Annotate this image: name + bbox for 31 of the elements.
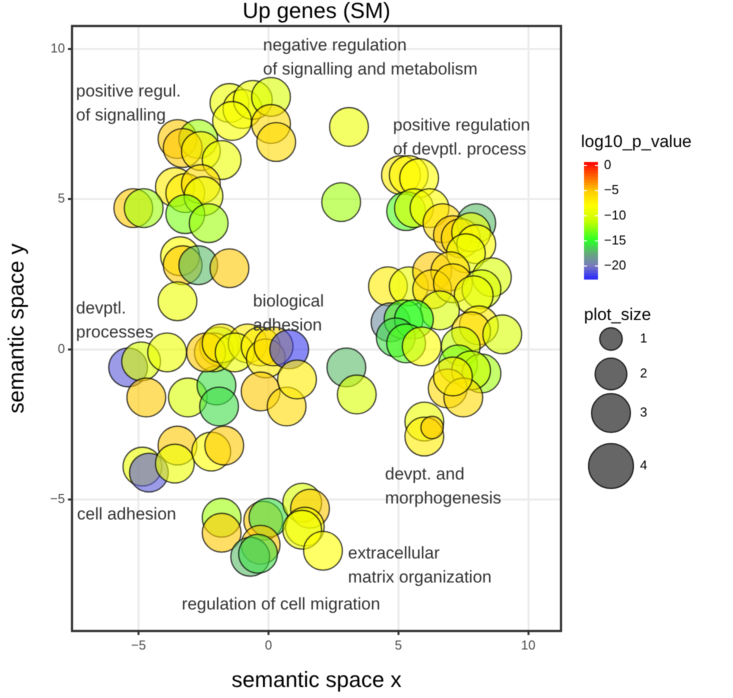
annotation: positive regulation of devptl. process (393, 116, 530, 159)
annotation: biological adhesion (253, 292, 324, 335)
annotation: cell adhesion (77, 504, 176, 524)
x-axis-title: semantic space x (232, 666, 402, 692)
legend-label: 1 (640, 330, 648, 346)
legend-label: 3 (640, 404, 648, 420)
y-tick-label: 10 (50, 40, 65, 56)
y-tick-label: −5 (50, 491, 65, 506)
x-tick-label: 10 (521, 637, 536, 652)
y-tick-label: 0 (58, 340, 65, 356)
legend-label: 2 (640, 366, 648, 381)
color-bar-label: −15 (604, 232, 626, 248)
annotation: negative regulation of signalling and metabolism (263, 36, 478, 79)
color-bar-label: −10 (604, 207, 626, 222)
chart-title: Up genes (SM) (242, 0, 390, 24)
y-axis-title: semantic space y (3, 244, 28, 414)
legend-label: 4 (640, 458, 648, 473)
y-tick-label: 5 (58, 190, 65, 206)
color-bar-label: −5 (604, 182, 619, 198)
color-bar-title: log10_p_value (581, 132, 692, 151)
color-bar-label: 0 (604, 157, 612, 172)
color-bar-label: −20 (604, 258, 626, 273)
annotation: regulation of cell migration (182, 594, 380, 614)
x-tick-label: 5 (394, 637, 402, 652)
annotation: devpt. and morphogenesis (385, 464, 502, 508)
annotation: extracellular matrix organization (348, 544, 492, 587)
legend-title: plot_size (584, 305, 652, 324)
annotation: positive regul. of signalling (76, 82, 181, 125)
x-tick-label: −5 (131, 637, 146, 652)
x-tick-label: 0 (264, 637, 272, 652)
annotation: devptl. processes (76, 298, 154, 342)
